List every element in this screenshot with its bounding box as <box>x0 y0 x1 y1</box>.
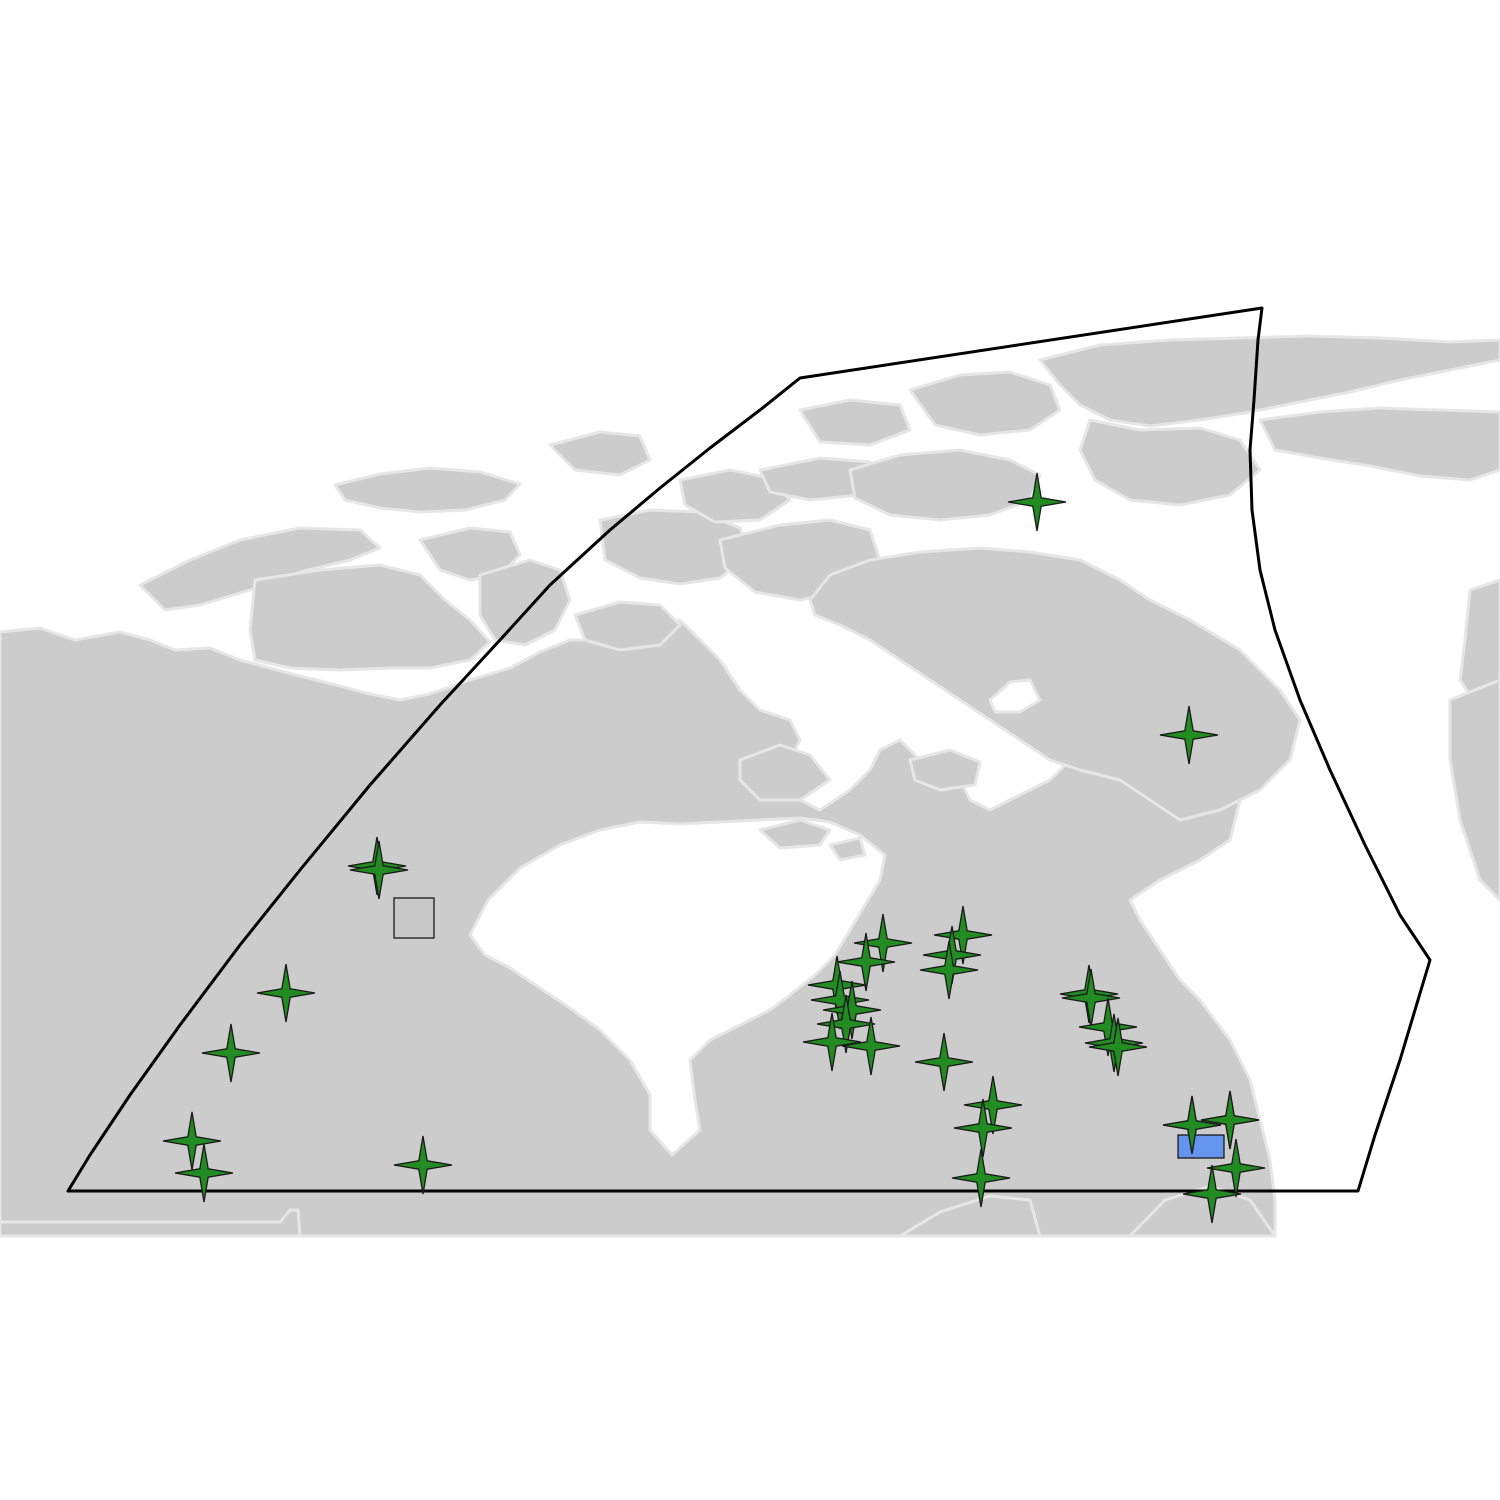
basemap-layer <box>0 334 1500 1238</box>
star-marker <box>836 932 896 992</box>
arctic-island <box>138 526 382 612</box>
coastal-island <box>898 1194 1042 1238</box>
arctic-island <box>478 558 572 647</box>
border-line <box>0 1208 302 1237</box>
greenland-coast <box>1448 678 1500 902</box>
star-marker <box>822 980 882 1040</box>
star-marker <box>802 1012 862 1072</box>
arctic-island <box>738 743 832 802</box>
arctic-island <box>573 600 682 652</box>
arctic-island <box>908 370 1062 437</box>
hudson-bay <box>468 816 887 1157</box>
star-marker <box>393 1135 453 1195</box>
arctic-island <box>1078 418 1262 507</box>
rectangle-marker <box>1177 1134 1225 1159</box>
inland-lake <box>988 678 1042 714</box>
arctic-island <box>248 563 492 672</box>
star-marker <box>841 1016 901 1076</box>
star-marker <box>201 1023 261 1083</box>
star-marker <box>174 1143 234 1203</box>
baffin-island <box>808 546 1302 822</box>
star-marker <box>1088 1017 1148 1077</box>
square-marker <box>393 897 435 939</box>
star-marker <box>919 940 979 1000</box>
arctic-island <box>678 468 792 524</box>
star-marker <box>1182 1164 1242 1224</box>
arctic-island <box>1258 406 1500 482</box>
star-marker <box>1159 705 1219 765</box>
marker-layer <box>162 472 1266 1224</box>
arctic-island <box>333 466 522 514</box>
star-marker <box>1162 1095 1222 1155</box>
arctic-island <box>908 748 982 792</box>
arctic-island <box>798 398 912 447</box>
arctic-island <box>548 430 652 477</box>
star-marker <box>256 963 316 1023</box>
arctic-island <box>828 836 867 862</box>
star-marker <box>963 1075 1023 1135</box>
star-marker <box>951 1148 1011 1208</box>
star-marker <box>1078 997 1138 1057</box>
star-marker <box>853 913 913 973</box>
star-marker <box>349 840 409 900</box>
star-marker <box>1007 472 1067 532</box>
arctic-island <box>1038 334 1500 428</box>
star-marker <box>1206 1138 1266 1198</box>
star-marker <box>1200 1090 1260 1150</box>
arctic-island <box>758 818 832 850</box>
study-region-outline <box>66 306 1432 1193</box>
marker-layer-top <box>1162 1090 1260 1159</box>
arctic-island <box>848 448 1042 522</box>
star-marker <box>914 1032 974 1092</box>
